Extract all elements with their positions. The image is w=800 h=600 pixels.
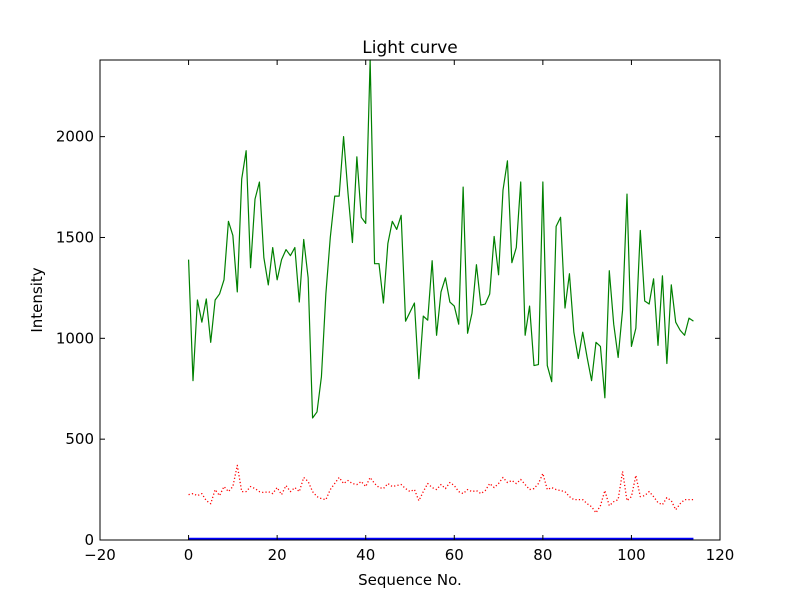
- x-axis-label: Sequence No.: [358, 571, 462, 589]
- y-tick-label: 0: [84, 531, 94, 549]
- x-tick-label: −20: [84, 546, 116, 564]
- y-tick-label: 2000: [56, 128, 94, 146]
- plot-frame: [99, 59, 721, 541]
- y-tick-label: 500: [65, 430, 94, 448]
- y-axis-label: Intensity: [28, 267, 46, 332]
- plot-lines: [187, 59, 694, 541]
- x-tick-label: 80: [533, 546, 552, 564]
- x-tick-label: 20: [268, 546, 287, 564]
- series-line-1: [188, 464, 694, 514]
- series-line-0: [187, 59, 694, 419]
- y-axis: 0 500 1000 1500 2000: [56, 128, 720, 549]
- x-axis: −20 0 20 40 60 80 100 120: [84, 60, 734, 564]
- chart-title: Light curve: [362, 38, 457, 58]
- x-tick-label: 0: [184, 546, 194, 564]
- x-tick-label: 100: [617, 546, 646, 564]
- y-tick-label: 1500: [56, 228, 94, 246]
- x-tick-label: 40: [356, 546, 375, 564]
- x-tick-label: 60: [445, 546, 464, 564]
- x-tick-label: 120: [706, 546, 735, 564]
- y-tick-label: 1000: [56, 329, 94, 347]
